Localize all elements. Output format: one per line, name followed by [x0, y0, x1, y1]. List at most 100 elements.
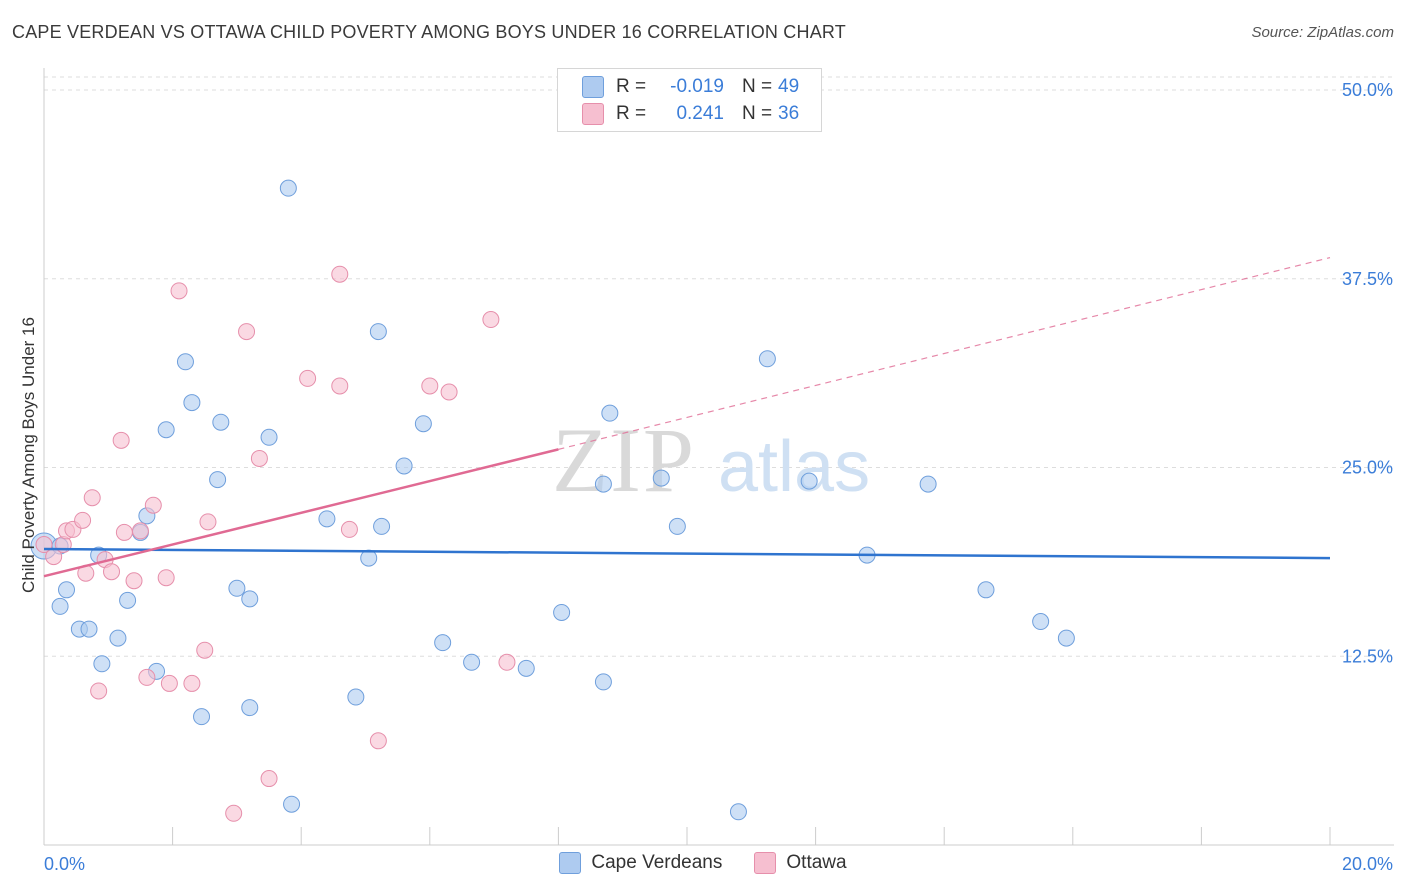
series-legend: Cape Verdeans Ottawa: [0, 852, 1406, 874]
series-legend-cape-verdeans[interactable]: Cape Verdeans: [559, 852, 722, 874]
cape-verdeans-point: [80, 620, 98, 638]
cape-verdeans-point: [758, 350, 776, 368]
legend-n-label: N =: [742, 103, 773, 124]
ottawa-trend-line: [43, 448, 559, 578]
cape-verdeans-point: [260, 428, 278, 446]
y-tick-label: 25.0%: [1342, 458, 1393, 478]
legend-n-value: 49: [778, 76, 800, 97]
cape-verdeans-point: [109, 629, 127, 647]
y-tick-label: 37.5%: [1342, 269, 1393, 289]
cape-verdeans-point: [919, 475, 937, 493]
cape-verdeans-point: [157, 421, 175, 439]
cape-verdeans-point: [594, 673, 612, 691]
ottawa-point: [196, 641, 214, 659]
ottawa-point: [160, 674, 178, 692]
cape-verdeans-point: [279, 179, 297, 197]
ottawa-point: [250, 449, 268, 467]
ottawa-point: [170, 282, 188, 300]
x-tick-label: 0.0%: [44, 854, 85, 874]
ottawa-point: [340, 520, 358, 538]
series-legend-label: Ottawa: [786, 852, 847, 873]
watermark-atlas: atlas: [718, 427, 870, 507]
watermark-zip: ZIP: [552, 409, 696, 511]
cape-verdeans-point: [209, 471, 227, 489]
x-tick-label: 20.0%: [1342, 854, 1393, 874]
legend-row-cape-verdeans: R = -0.019 N = 49: [582, 75, 799, 99]
ottawa-point: [183, 674, 201, 692]
data-points: [30, 179, 1075, 822]
cape-verdeans-point: [594, 475, 612, 493]
cape-verdeans-point: [395, 457, 413, 475]
cape-verdeans-point: [228, 579, 246, 597]
cape-verdeans-point: [668, 517, 686, 535]
ottawa-point: [90, 682, 108, 700]
ottawa-point: [131, 522, 149, 540]
ottawa-point: [112, 431, 130, 449]
cape-verdeans-point: [601, 404, 619, 422]
legend-r-value: -0.019: [670, 76, 724, 97]
series-swatch-blue: [559, 852, 582, 874]
chart-title: CAPE VERDEAN VS OTTAWA CHILD POVERTY AMO…: [12, 22, 846, 42]
ottawa-point: [482, 311, 500, 329]
chart-source: Source: ZipAtlas.com: [1251, 24, 1394, 41]
ottawa-point: [138, 668, 156, 686]
legend-r-label: R =: [616, 103, 647, 124]
ottawa-point: [331, 265, 349, 283]
cape-verdeans-point: [183, 394, 201, 412]
cape-verdeans-point: [241, 699, 259, 717]
cape-verdeans-point: [463, 653, 481, 671]
trend-lines: [43, 257, 1331, 578]
y-tick-label: 12.5%: [1342, 646, 1393, 666]
ottawa-point: [103, 563, 121, 581]
ottawa-point: [157, 569, 175, 587]
ottawa-point: [144, 496, 162, 514]
cape-verdeans-point: [414, 415, 432, 433]
ottawa-point: [440, 383, 458, 401]
ottawa-point: [199, 513, 217, 531]
ottawa-point: [369, 732, 387, 750]
gridlines: [44, 76, 1394, 657]
legend-n-value: 36: [778, 103, 800, 124]
cape-verdeans-point: [1032, 613, 1050, 631]
ottawa-point: [498, 653, 516, 671]
series-swatch-pink: [754, 852, 777, 874]
cape-verdeans-point: [517, 659, 535, 677]
cape-verdeans-point: [347, 688, 365, 706]
tick-labels: 12.5% 25.0% 37.5% 50.0% 0.0% 20.0%: [44, 80, 1393, 874]
cape-verdeans-point: [51, 597, 69, 615]
cape-verdeans-point: [729, 803, 747, 821]
series-legend-ottawa[interactable]: Ottawa: [754, 852, 847, 874]
y-axis-label: Child Poverty Among Boys Under 16: [19, 317, 38, 593]
cape-verdeans-point: [58, 581, 76, 599]
correlation-legend: R = -0.019 N = 49 R = 0.241 N = 36: [557, 68, 822, 132]
cape-verdeans-trend-line: [43, 547, 1331, 560]
cape-verdeans-point: [652, 469, 670, 487]
cape-verdeans-point: [176, 353, 194, 371]
legend-n-label: N =: [742, 76, 773, 97]
ottawa-point: [260, 770, 278, 788]
ottawa-point: [331, 377, 349, 395]
cape-verdeans-point: [212, 413, 230, 431]
legend-swatch-blue: [582, 76, 604, 98]
legend-row-ottawa: R = 0.241 N = 36: [582, 102, 799, 126]
y-tick-label: 50.0%: [1342, 80, 1393, 100]
watermark: ZIP atlas: [552, 409, 870, 511]
ottawa-point: [421, 377, 439, 395]
cape-verdeans-point: [434, 634, 452, 652]
ottawa-trend-line-extension: [558, 257, 1331, 450]
legend-r-label: R =: [616, 76, 647, 97]
ottawa-point: [238, 323, 256, 341]
cape-verdeans-point: [283, 795, 301, 813]
cape-verdeans-point: [369, 323, 387, 341]
series-legend-label: Cape Verdeans: [591, 852, 723, 873]
cape-verdeans-point: [800, 472, 818, 490]
cape-verdeans-point: [193, 708, 211, 726]
ottawa-point: [299, 369, 317, 387]
ottawa-point: [115, 523, 133, 541]
cape-verdeans-point: [553, 603, 571, 621]
legend-r-value: 0.241: [676, 103, 724, 124]
ottawa-point: [125, 572, 143, 590]
cape-verdeans-point: [318, 510, 336, 528]
cape-verdeans-point: [119, 591, 137, 609]
